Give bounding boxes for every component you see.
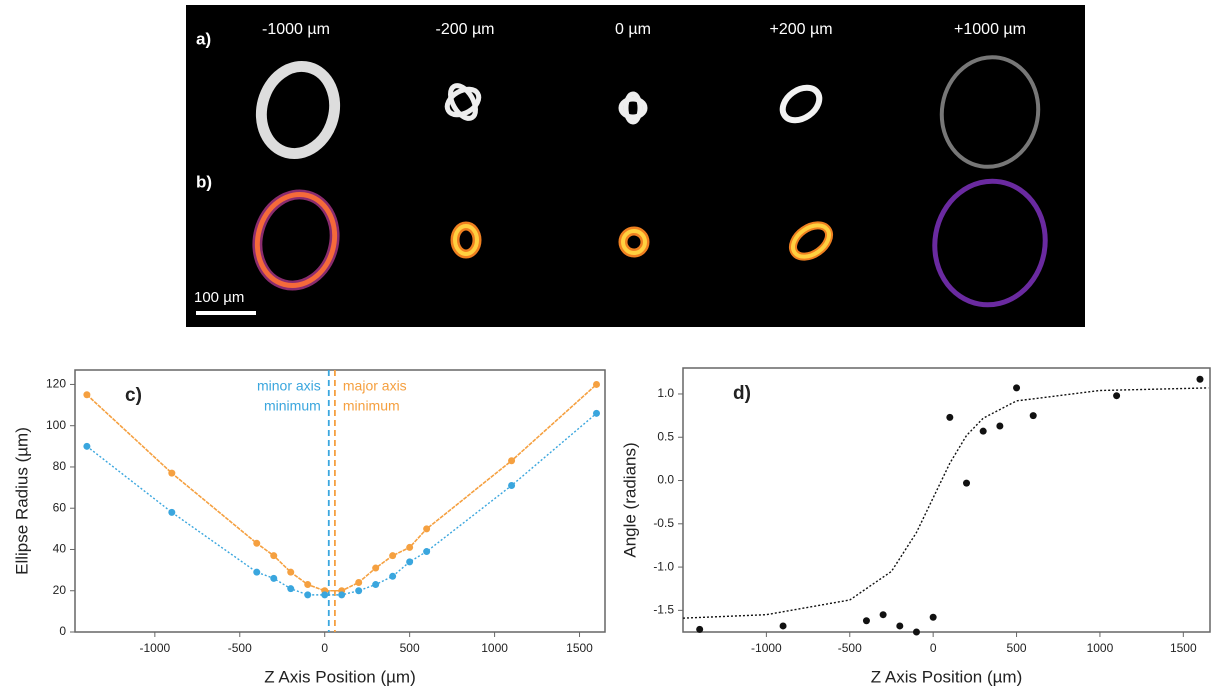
page: a) b) -1000 µm -200 µm 0 µm +200 µm +100… [0,0,1212,699]
data-point [996,422,1003,429]
data-point [780,622,787,629]
data-point [372,565,379,572]
column-label: +1000 µm [954,21,1026,38]
data-point [321,591,328,598]
row-label: a) [196,29,211,48]
y-axis-label: Angle (radians) [620,442,639,557]
data-point [389,552,396,559]
row-label: b) [196,172,212,191]
data-point [1196,376,1203,383]
y-tick-label: 0.5 [657,429,674,443]
scale-bar-label: 100 µm [194,289,244,306]
data-point [1030,412,1037,419]
panel-label: c) [125,385,142,406]
y-tick-label: -0.5 [653,516,674,530]
panel-label: d) [733,383,751,404]
data-point [896,622,903,629]
y-tick-label: -1.5 [653,603,674,617]
y-tick-label: 1.0 [657,386,674,400]
data-point [389,573,396,580]
chart: -1000 -500 0 500 1000 1500 0 20 40 60 80 100 120 Z Ax… [12,370,605,686]
fit-line [683,388,1208,618]
y-tick-label: 0.0 [657,473,674,487]
data-point [83,443,90,450]
data-point [406,544,413,551]
column-label: -1000 µm [262,21,330,38]
data-point [593,410,600,417]
column-label: -200 µm [435,21,494,38]
data-point [372,581,379,588]
column-label: +200 µm [769,21,832,38]
y-tick-label: 120 [46,377,66,391]
data-point [946,414,953,421]
reference-label: major axis [343,378,407,394]
x-tick-label: 0 [930,641,937,655]
x-tick-label: -1000 [751,641,782,655]
x-tick-label: 500 [400,641,420,655]
fit-line [87,384,597,590]
y-tick-label: 0 [59,624,66,638]
data-point [980,428,987,435]
column-label: 0 µm [615,21,651,38]
data-point [304,581,311,588]
fit-line [87,413,597,595]
data-point [253,540,260,547]
y-tick-label: 40 [53,542,67,556]
x-tick-label: 1000 [1087,641,1114,655]
y-tick-label: 20 [53,583,67,597]
image-panel: a) b) -1000 µm -200 µm 0 µm +200 µm +100… [186,5,1085,327]
data-point [696,626,703,633]
data-point [1013,384,1020,391]
data-point [423,525,430,532]
data-point [508,457,515,464]
data-point [930,614,937,621]
x-tick-label: 1500 [1170,641,1197,655]
plot-frame [683,368,1210,632]
data-point [423,548,430,555]
x-tick-label: 500 [1007,641,1027,655]
data-point [913,629,920,636]
data-point [508,482,515,489]
x-tick-label: 1500 [566,641,593,655]
figure: a) b) -1000 µm -200 µm 0 µm +200 µm +100… [0,0,1212,694]
data-point [1113,392,1120,399]
data-point [270,552,277,559]
data-point [863,617,870,624]
x-axis-label: Z Axis Position (µm) [871,667,1023,686]
y-axis-label: Ellipse Radius (µm) [12,427,31,575]
x-tick-label: -500 [228,641,252,655]
y-tick-label: 100 [46,418,66,432]
data-point [593,381,600,388]
data-point [83,391,90,398]
x-axis-label: Z Axis Position (µm) [264,667,416,686]
data-point [168,509,175,516]
data-point [963,480,970,487]
x-tick-label: 1000 [481,641,508,655]
data-point [355,587,362,594]
data-point [338,591,345,598]
y-tick-label: 60 [53,500,67,514]
data-point [270,575,277,582]
y-tick-label: 80 [53,459,67,473]
reference-label: minor axis [257,378,321,394]
data-point [304,591,311,598]
data-point [253,569,260,576]
y-tick-label: -1.0 [653,559,674,573]
x-tick-label: -500 [838,641,862,655]
data-point [406,558,413,565]
data-point [287,569,294,576]
chart: -1000 -500 0 500 1000 1500 -1.5 -1.0 -0.5 0.0 0.5 1… [620,368,1210,686]
data-point [880,611,887,618]
data-point [287,585,294,592]
data-point [168,470,175,477]
x-tick-label: 0 [321,641,328,655]
data-point [355,579,362,586]
x-tick-label: -1000 [139,641,170,655]
reference-label: minimum [264,398,321,414]
reference-label: minimum [343,398,400,414]
